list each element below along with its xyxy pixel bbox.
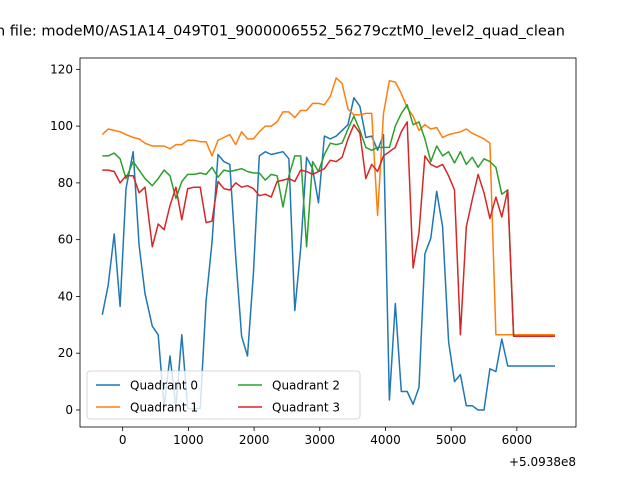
legend-entry-label: Quadrant 3	[272, 401, 340, 415]
legend: Quadrant 0 Quadrant 1 Quadrant 2 Quadrant 3	[86, 370, 361, 420]
y-tick-label: 120	[50, 62, 73, 76]
series-line-quadrant-3	[102, 121, 555, 337]
x-tick-label: 1000	[173, 433, 204, 447]
y-tick-label: 80	[58, 176, 73, 190]
y-tick-label: 40	[58, 289, 73, 303]
y-tick-label: 20	[58, 346, 73, 360]
y-axis: 0 20 40 60 80 100 120	[50, 62, 80, 417]
x-axis-offset-label: +5.0938e8	[509, 455, 576, 469]
legend-box	[86, 370, 361, 420]
legend-entry-label: Quadrant 2	[272, 379, 340, 393]
x-tick-label: 4000	[370, 433, 401, 447]
series-line-quadrant-0	[101, 96, 555, 411]
x-tick-label: 2000	[239, 433, 270, 447]
y-tick-label: 60	[58, 233, 73, 247]
x-tick-label: 6000	[502, 433, 533, 447]
x-axis: 0 1000 2000 3000 4000 5000 6000	[119, 427, 532, 447]
series-line-quadrant-1	[101, 77, 555, 336]
plot-area-frame	[79, 57, 577, 428]
legend-entry-label: Quadrant 0	[130, 379, 198, 393]
chart-title: n file: modeM0/AS1A14_049T01_9000006552_…	[0, 24, 565, 40]
series-line-quadrant-2	[102, 104, 555, 337]
series-layer	[101, 77, 555, 411]
x-tick-label: 5000	[436, 433, 467, 447]
y-tick-label: 100	[50, 119, 73, 133]
y-tick-label: 0	[65, 403, 73, 417]
x-tick-label: 0	[119, 433, 127, 447]
x-tick-label: 3000	[305, 433, 336, 447]
legend-entry-label: Quadrant 1	[130, 401, 198, 415]
